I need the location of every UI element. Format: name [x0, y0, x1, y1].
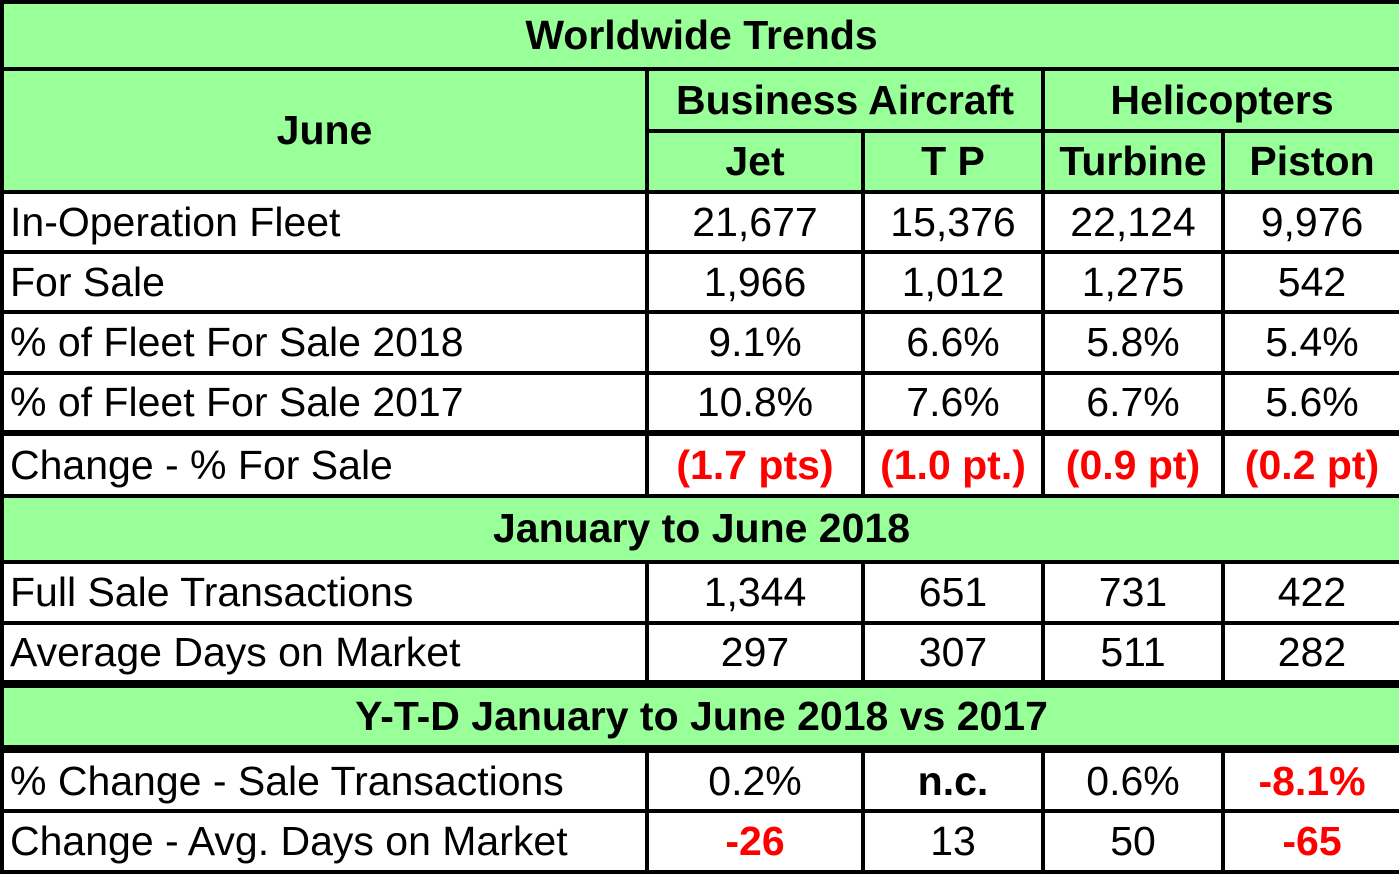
row-label: % of Fleet For Sale 2018 — [0, 310, 649, 375]
table-row: % Change - Sale Transactions 0.2% n.c. 0… — [0, 745, 1399, 813]
column-header-jet: Jet — [645, 128, 865, 194]
table-row: Full Sale Transactions 1,344 651 731 422 — [0, 559, 1399, 625]
table-cell: 21,677 — [645, 189, 865, 255]
table-cell: -26 — [645, 808, 865, 874]
table-row: % of Fleet For Sale 2017 10.8% 7.6% 6.7%… — [0, 370, 1399, 436]
table-row: For Sale 1,966 1,012 1,275 542 — [0, 250, 1399, 315]
table-row: Change - % For Sale (1.7 pts) (1.0 pt.) … — [0, 430, 1399, 499]
row-label: Change - % For Sale — [0, 430, 649, 499]
table-cell: 651 — [861, 559, 1045, 625]
table-row: Change - Avg. Days on Market -26 13 50 -… — [0, 808, 1399, 874]
table-cell: 10.8% — [645, 370, 865, 436]
table-cell: 5.8% — [1041, 310, 1225, 375]
table-cell: 22,124 — [1041, 189, 1225, 255]
column-header-tp: T P — [861, 128, 1045, 194]
row-label: % Change - Sale Transactions — [0, 745, 649, 813]
table-cell: 13 — [861, 808, 1045, 874]
table-cell: 307 — [861, 620, 1045, 687]
table-cell: 1,966 — [645, 250, 865, 315]
table-cell: (1.7 pts) — [645, 430, 865, 499]
table-cell: 731 — [1041, 559, 1225, 625]
table-cell: 5.6% — [1220, 370, 1399, 436]
group-header-business-aircraft: Business Aircraft — [645, 67, 1045, 133]
table-cell: 0.2% — [645, 745, 865, 813]
table-cell: 511 — [1041, 620, 1225, 687]
table-cell: 9,976 — [1220, 189, 1399, 255]
table-cell: 7.6% — [861, 370, 1045, 436]
table-cell: 9.1% — [645, 310, 865, 375]
table-cell: n.c. — [861, 745, 1045, 813]
table-cell: 542 — [1220, 250, 1399, 315]
table-cell: 1,344 — [645, 559, 865, 625]
row-header-month: June — [0, 67, 649, 194]
table-cell: 282 — [1220, 620, 1399, 687]
group-header-helicopters: Helicopters — [1040, 67, 1399, 133]
row-label: In-Operation Fleet — [0, 189, 649, 255]
row-label: % of Fleet For Sale 2017 — [0, 370, 649, 436]
table-cell: 5.4% — [1220, 310, 1399, 375]
table-cell: (0.2 pt) — [1220, 430, 1399, 499]
row-label: Average Days on Market — [0, 620, 649, 687]
table-row: % of Fleet For Sale 2018 9.1% 6.6% 5.8% … — [0, 310, 1399, 375]
table-title: Worldwide Trends — [0, 0, 1399, 72]
table-cell: -8.1% — [1220, 745, 1399, 813]
table-cell: (1.0 pt.) — [861, 430, 1045, 499]
table-cell: 1,275 — [1041, 250, 1225, 315]
column-header-turbine: Turbine — [1041, 128, 1225, 194]
section-title-jan-june-2018: January to June 2018 — [0, 494, 1399, 564]
row-label: For Sale — [0, 250, 649, 315]
table-row: Average Days on Market 297 307 511 282 — [0, 620, 1399, 687]
table-cell: 50 — [1041, 808, 1225, 874]
column-header-piston: Piston — [1220, 128, 1399, 194]
table-cell: 15,376 — [861, 189, 1045, 255]
table-cell: 6.7% — [1041, 370, 1225, 436]
table-cell: 297 — [645, 620, 865, 687]
table-row: In-Operation Fleet 21,677 15,376 22,124 … — [0, 189, 1399, 255]
table-cell: 422 — [1220, 559, 1399, 625]
table-cell: 6.6% — [861, 310, 1045, 375]
table-cell: (0.9 pt) — [1041, 430, 1225, 499]
row-label: Full Sale Transactions — [0, 559, 649, 625]
table-cell: -65 — [1220, 808, 1399, 874]
table-cell: 0.6% — [1041, 745, 1225, 813]
row-label: Change - Avg. Days on Market — [0, 808, 649, 874]
section-title-ytd-comparison: Y-T-D January to June 2018 vs 2017 — [0, 680, 1399, 752]
table-cell: 1,012 — [861, 250, 1045, 315]
